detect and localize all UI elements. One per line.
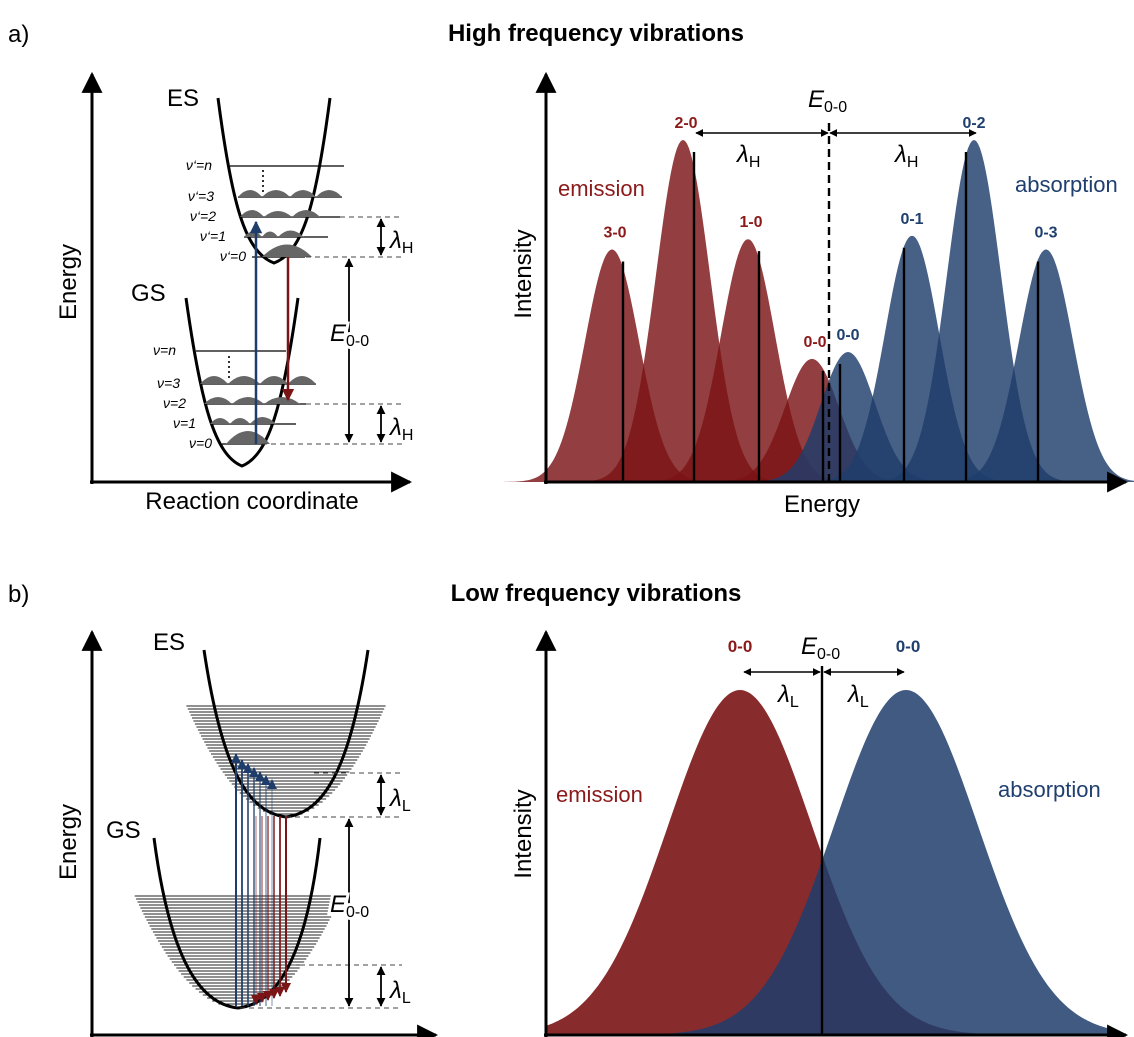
a-emission-peak-label-2: 1-0 <box>739 214 762 231</box>
b-gs-label: GS <box>106 817 141 844</box>
b-wells <box>134 649 386 1010</box>
b-absorption-band <box>640 690 1120 1035</box>
a-spectrum-x-label: Energy <box>784 491 860 518</box>
a-emission-peak-2 <box>640 239 856 482</box>
svg-text:ν‘=0: ν‘=0 <box>220 248 246 264</box>
svg-text:ν=n: ν=n <box>153 342 176 358</box>
b-lambda-gs-label: λL <box>388 977 411 1007</box>
b-spectrum <box>546 666 1120 1035</box>
panel-b-title: Low frequency vibrations <box>451 580 742 607</box>
a-absorption-peak-2 <box>866 140 1082 482</box>
a-emission-peak-label-0: 3-0 <box>603 224 626 241</box>
a-spectrum-y-label: Intensity <box>510 229 537 318</box>
a-absorption-peak-label-3: 0-3 <box>1034 224 1057 241</box>
b-e00-spec-label: E0-0 <box>801 633 840 663</box>
a-absorption-peak-label-1: 0-1 <box>900 211 923 228</box>
svg-text:ν=0: ν=0 <box>189 435 212 451</box>
panel-b-tag: b) <box>8 581 29 608</box>
svg-text:ν‘=2: ν‘=2 <box>190 208 216 224</box>
a-diagram-guides <box>262 216 402 445</box>
a-emission-peak-3 <box>704 358 920 482</box>
b-emission-band <box>546 690 1012 1035</box>
a-absorption-peak-label-0: 0-0 <box>836 327 859 344</box>
b-emission-peak-label: 0-0 <box>728 637 753 656</box>
svg-text:ν‘=1: ν‘=1 <box>200 228 226 244</box>
b-es-label: ES <box>153 629 185 656</box>
a-gs-level-labels: ν=n ν=3 ν=2 ν=1 ν=0 <box>153 342 212 451</box>
b-e00-label: E0-0 <box>330 891 369 921</box>
a-e00-label: E0-0 <box>330 320 369 350</box>
a-absorption-peak-label-2: 0-2 <box>962 115 985 132</box>
svg-text:ν=3: ν=3 <box>157 375 180 391</box>
svg-text:ν‘=n: ν‘=n <box>186 157 212 173</box>
svg-text:ν‘=3: ν‘=3 <box>188 188 214 204</box>
b-emission-label: emission <box>556 782 643 807</box>
b-diagram-guides <box>240 772 402 1009</box>
svg-text:ν=2: ν=2 <box>163 395 186 411</box>
b-absorption-peak-label: 0-0 <box>896 637 921 656</box>
a-lambda-left-label: λH <box>735 141 760 171</box>
a-emission-peak-0 <box>504 249 720 482</box>
a-absorption-peak-0 <box>740 352 956 482</box>
panel-a-title: High frequency vibrations <box>448 20 744 47</box>
panel-a-tag: a) <box>8 21 29 48</box>
b-gs-well <box>152 837 322 1010</box>
a-diagram-y-label: Energy <box>55 244 82 320</box>
a-e00-spec-label: E0-0 <box>808 86 847 116</box>
a-lambda-es-label: λH <box>388 227 413 257</box>
a-emission-peak-1 <box>575 140 791 482</box>
b-absorption-label: absorption <box>998 777 1101 802</box>
a-absorption-peak-3 <box>938 249 1134 482</box>
a-absorption-label: absorption <box>1015 172 1118 197</box>
a-emission-label: emission <box>558 176 645 201</box>
b-lambda-es-label: λL <box>388 785 411 815</box>
a-lambda-gs-label: λH <box>388 414 413 444</box>
a-es-wavepackets <box>238 190 342 257</box>
a-spectrum: 3-0 2-0 1-0 0-0 0-0 0-1 0-2 0-3 <box>504 115 1134 482</box>
a-gs-wavepackets <box>200 376 316 444</box>
a-lambda-right-label: λH <box>893 141 918 171</box>
a-es-label: ES <box>167 85 199 112</box>
b-diagram-y-label: Energy <box>55 804 82 880</box>
svg-text:ν=1: ν=1 <box>173 415 196 431</box>
a-emission-peak-label-3: 0-0 <box>803 334 826 351</box>
a-emission-peak-label-1: 2-0 <box>674 115 697 132</box>
b-lambda-right-label: λL <box>846 681 869 711</box>
b-lambda-left-label: λL <box>776 681 799 711</box>
a-diagram-x-label: Reaction coordinate <box>145 488 358 515</box>
a-gs-label: GS <box>131 280 166 307</box>
a-absorption-peak-1 <box>804 235 1020 482</box>
b-spectrum-y-label: Intensity <box>510 789 537 878</box>
a-es-well <box>216 97 332 265</box>
a-es-level-labels: ν‘=n ν‘=3 ν‘=2 ν‘=1 ν‘=0 <box>186 157 246 264</box>
